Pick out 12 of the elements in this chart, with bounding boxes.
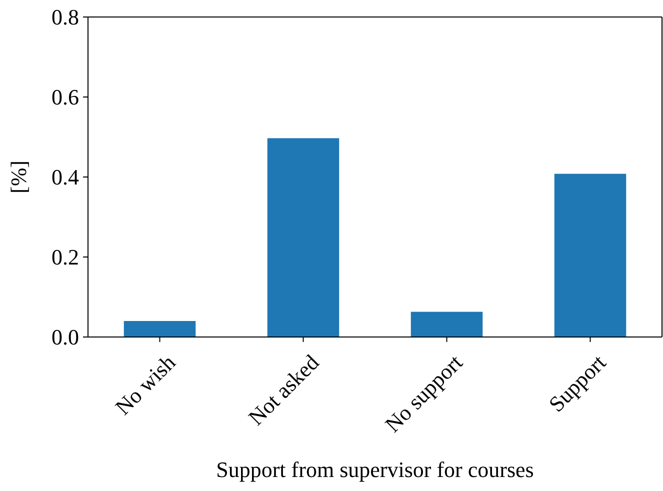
y-tick-label: 0.8: [52, 4, 79, 30]
bar: [267, 138, 340, 337]
y-tick-label: 0.4: [52, 164, 79, 190]
bar: [124, 321, 196, 337]
bar: [410, 312, 483, 337]
y-tick-label: 0.0: [52, 324, 79, 350]
bar: [554, 174, 626, 337]
x-axis-title: Support from supervisor for courses: [216, 457, 534, 482]
y-tick-label: 0.6: [52, 84, 79, 110]
y-axis-title: [%]: [6, 160, 31, 194]
y-tick-label: 0.2: [52, 244, 79, 270]
x-tick-label: No wish: [110, 350, 180, 420]
